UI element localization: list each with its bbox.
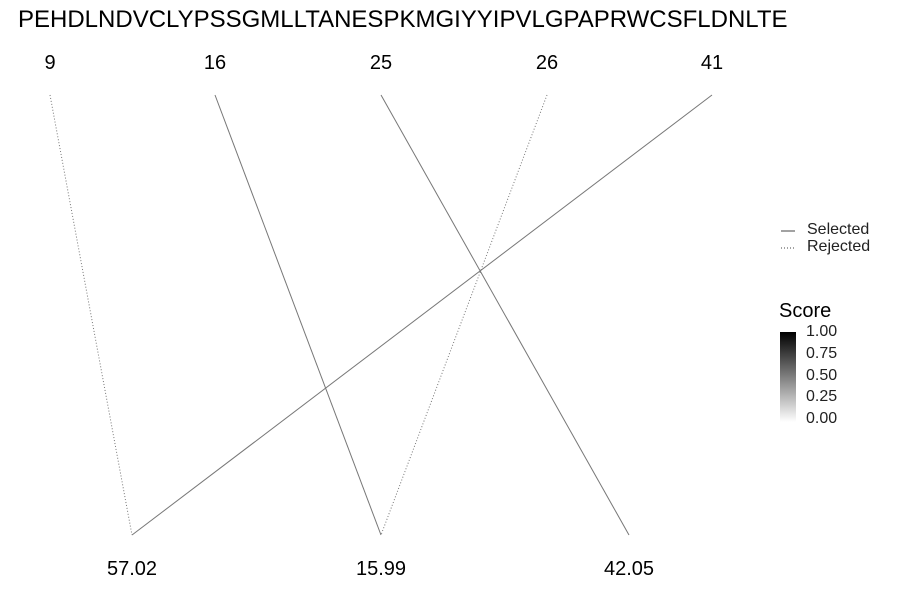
top-label: 26 — [535, 52, 559, 74]
score-tick: 0.00 — [806, 410, 838, 427]
score-tick: 0.75 — [806, 345, 838, 362]
sequence-title: PEHDLNDVCLYPSSGMLLTANESPKMGIYYIPVLGPAPRW… — [18, 6, 788, 33]
legend-layer — [780, 230, 796, 422]
legend-rejected-label: Rejected — [807, 238, 871, 255]
top-label: 16 — [203, 52, 227, 74]
score-legend-title: Score — [779, 300, 832, 322]
score-colorbar — [780, 332, 796, 422]
bottom-label: 57.02 — [106, 558, 158, 580]
score-tick: 1.00 — [806, 323, 838, 340]
link-9-to-57_02-rejected — [49, 94, 133, 536]
link-16-to-15_99-selected — [214, 94, 382, 536]
top-label: 9 — [44, 52, 56, 74]
link-41-to-57_02-selected — [131, 94, 713, 536]
links-layer — [49, 94, 713, 536]
legend-selected-label: Selected — [807, 221, 870, 238]
score-tick: 0.25 — [806, 388, 838, 405]
top-label: 41 — [700, 52, 724, 74]
bottom-label: 42.05 — [603, 558, 655, 580]
top-label: 25 — [369, 52, 393, 74]
link-25-to-42_05-selected — [380, 94, 630, 536]
link-26-to-15_99-rejected — [380, 94, 548, 536]
score-tick: 0.50 — [806, 367, 838, 384]
bottom-label: 15.99 — [355, 558, 407, 580]
